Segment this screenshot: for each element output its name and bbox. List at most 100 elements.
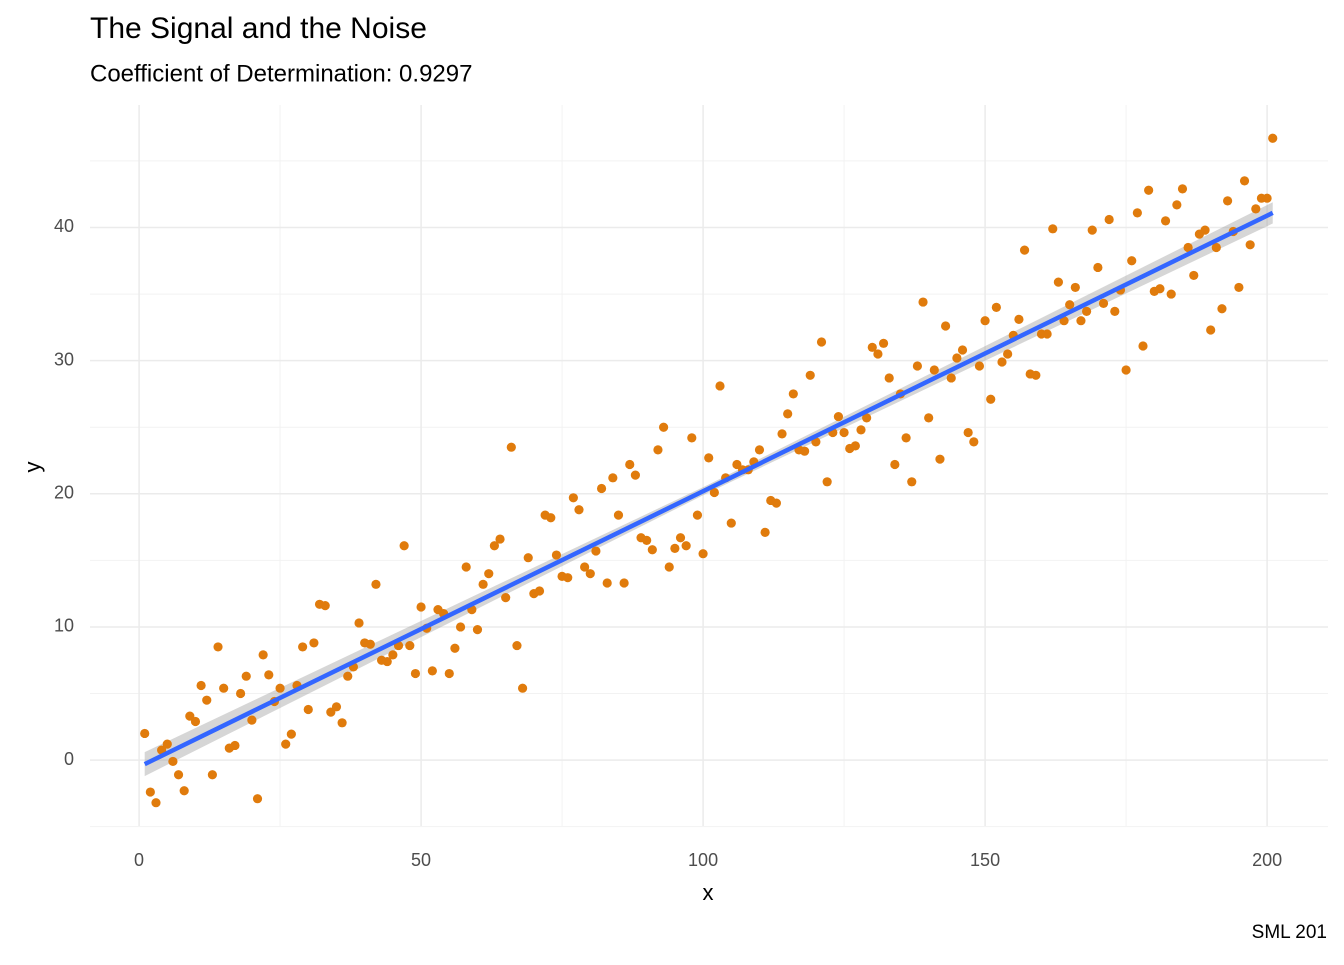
point — [1262, 193, 1272, 203]
point — [563, 573, 573, 583]
point — [1268, 133, 1278, 143]
point — [788, 389, 798, 399]
point — [1223, 196, 1233, 206]
point — [416, 602, 426, 612]
point — [878, 338, 889, 348]
point — [523, 553, 533, 563]
point — [698, 549, 708, 559]
point — [202, 695, 212, 705]
point — [647, 545, 657, 555]
point — [619, 578, 629, 588]
trend-line — [143, 210, 1274, 767]
point — [207, 770, 217, 780]
point — [179, 786, 189, 796]
point — [585, 569, 595, 579]
x-tick-label: 0 — [134, 850, 144, 870]
point — [687, 433, 697, 443]
point — [816, 337, 827, 347]
point — [907, 477, 917, 487]
point — [382, 656, 392, 667]
point — [1144, 185, 1154, 195]
point — [264, 670, 274, 680]
point — [196, 680, 206, 691]
y-tick-label: 30 — [54, 349, 74, 369]
point — [1082, 306, 1092, 316]
point — [912, 361, 923, 371]
point — [1217, 304, 1227, 314]
point — [1031, 370, 1041, 380]
point — [613, 510, 624, 520]
point — [873, 349, 883, 359]
chart-title: The Signal and the Noise — [90, 12, 427, 45]
point — [1127, 256, 1137, 266]
point — [963, 427, 973, 438]
point — [862, 413, 872, 423]
point — [1183, 242, 1193, 253]
point — [946, 373, 956, 383]
point — [568, 493, 578, 503]
point — [162, 739, 172, 749]
point — [969, 437, 979, 447]
point — [517, 683, 528, 693]
point — [219, 683, 229, 693]
point — [478, 579, 488, 589]
y-tick-label: 0 — [64, 749, 74, 769]
point — [337, 718, 347, 728]
point — [591, 546, 601, 556]
point — [884, 373, 894, 383]
y-tick-label: 10 — [54, 616, 74, 636]
point — [320, 601, 330, 611]
point — [952, 353, 962, 363]
point — [777, 429, 787, 439]
point — [957, 345, 968, 355]
y-tick-label: 40 — [54, 216, 74, 236]
point — [850, 441, 860, 451]
point — [1076, 316, 1086, 326]
point — [856, 425, 866, 435]
point — [252, 794, 263, 804]
point — [799, 446, 810, 456]
point — [275, 683, 285, 693]
point — [354, 618, 364, 628]
point — [935, 454, 945, 464]
point — [760, 527, 770, 538]
point — [608, 473, 618, 483]
point — [805, 370, 815, 380]
point — [941, 321, 951, 331]
point — [455, 622, 466, 632]
point — [890, 459, 900, 470]
point — [286, 729, 296, 739]
point — [580, 562, 590, 572]
point — [230, 740, 240, 751]
chart-subtitle: Coefficient of Determination: 0.9297 — [90, 60, 472, 87]
point — [901, 433, 911, 443]
point — [1189, 270, 1199, 281]
point — [298, 642, 308, 652]
point — [986, 394, 996, 404]
x-tick-label: 100 — [688, 850, 718, 870]
point — [281, 739, 291, 749]
point — [1087, 225, 1097, 235]
point — [1251, 204, 1261, 214]
point — [974, 361, 985, 371]
point — [151, 798, 161, 808]
point — [929, 365, 939, 375]
point — [1048, 224, 1058, 234]
point — [145, 787, 155, 797]
point — [399, 541, 409, 551]
point — [1172, 200, 1182, 210]
point — [168, 756, 178, 767]
point — [534, 586, 545, 596]
point — [173, 770, 184, 780]
point — [410, 668, 421, 679]
point — [235, 688, 246, 699]
point — [658, 422, 669, 432]
point — [241, 671, 251, 681]
point — [1053, 277, 1064, 287]
point — [501, 593, 511, 603]
point — [1177, 184, 1188, 194]
point — [331, 702, 342, 712]
point — [1211, 242, 1221, 253]
point — [1121, 365, 1131, 375]
point — [754, 445, 765, 455]
